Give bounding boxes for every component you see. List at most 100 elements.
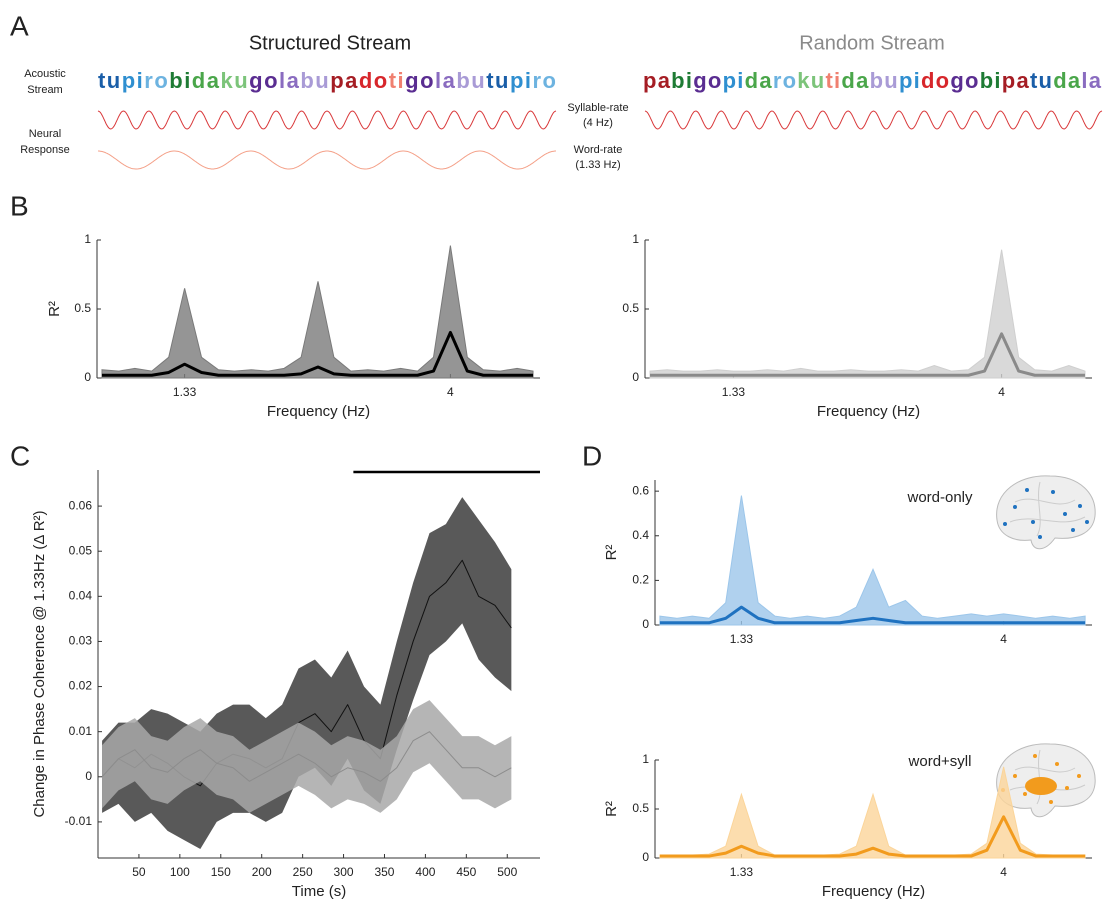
- x-tick-label: 450: [456, 865, 476, 879]
- syllable: ti: [389, 68, 404, 93]
- x-tick-label: 1.33: [173, 385, 197, 399]
- y-tick-label: 1: [84, 232, 91, 246]
- syllable: pi: [723, 68, 744, 93]
- syllable: da: [745, 68, 773, 93]
- syllable: bi: [671, 68, 692, 93]
- line: [659, 815, 1086, 858]
- syllable: la: [279, 68, 300, 93]
- syllable: go: [950, 68, 978, 93]
- syllable: ku: [797, 68, 824, 93]
- row-label: Response: [20, 144, 70, 156]
- rate-label: (1.33 Hz): [575, 159, 620, 171]
- x-tick-label: 100: [170, 865, 190, 879]
- line: [659, 605, 1086, 625]
- rate-label: Word-rate: [574, 144, 623, 156]
- y-tick-label: 1: [632, 232, 639, 246]
- y-tick-label: 0.01: [69, 724, 93, 738]
- panel-label: D: [582, 440, 602, 471]
- x-axis-label: Frequency (Hz): [267, 403, 370, 420]
- rate-label: Syllable-rate: [567, 102, 628, 114]
- syllable: tu: [98, 68, 120, 93]
- syllable: da: [841, 68, 869, 93]
- syllable: da: [1053, 68, 1081, 93]
- syllable: pa: [330, 68, 358, 93]
- y-tick-label: 0: [642, 850, 649, 864]
- x-tick-label: 250: [293, 865, 313, 879]
- stream-title: Structured Stream: [249, 32, 411, 54]
- y-tick-label: 0.04: [69, 588, 93, 602]
- y-tick-label: 0.4: [632, 528, 649, 542]
- syllable: do: [359, 68, 387, 93]
- y-tick-label: 0.5: [622, 301, 639, 315]
- area: [659, 495, 1086, 626]
- y-tick-label: 0: [85, 769, 92, 783]
- x-tick-label: 350: [374, 865, 394, 879]
- syllable: da: [192, 68, 220, 93]
- x-tick-label: 50: [132, 865, 146, 879]
- x-tick-label: 4: [1000, 632, 1007, 646]
- y-tick-label: 0: [632, 370, 639, 384]
- panel-label: A: [10, 10, 29, 41]
- confidence-band: [102, 700, 512, 813]
- y-tick-label: 0.5: [632, 801, 649, 815]
- y-tick-label: 0.05: [69, 543, 93, 557]
- y-tick-label: 0.03: [69, 634, 93, 648]
- y-tick-label: 1: [642, 752, 649, 766]
- panel-label: B: [10, 190, 29, 221]
- y-axis-label: Change in Phase Coherence @ 1.33Hz (Δ R²…: [31, 510, 48, 817]
- x-tick-label: 1.33: [722, 385, 746, 399]
- area: [649, 249, 1086, 379]
- x-tick-label: 1.33: [730, 865, 754, 879]
- y-tick-label: 0: [84, 370, 91, 384]
- x-tick-label: 300: [334, 865, 354, 879]
- y-axis-label: R²: [603, 545, 620, 561]
- syllable: tu: [486, 68, 508, 93]
- syllable: go: [405, 68, 433, 93]
- syllable: pi: [899, 68, 920, 93]
- brain-icon: [996, 475, 1096, 550]
- syllable: do: [921, 68, 949, 93]
- syllable: go: [249, 68, 277, 93]
- syllable: bu: [456, 68, 484, 93]
- syllable-wave: [97, 110, 557, 130]
- syllable: ku: [220, 68, 247, 93]
- syllable: la: [1081, 68, 1101, 93]
- y-tick-label: 0.02: [69, 679, 93, 693]
- syllable: bu: [870, 68, 898, 93]
- panel-label: C: [10, 440, 30, 471]
- y-tick-label: 0.6: [632, 483, 649, 497]
- y-axis-label: R²: [46, 301, 63, 317]
- annotation: word-only: [906, 489, 973, 506]
- brain-icon: [996, 743, 1096, 818]
- x-axis-label: Frequency (Hz): [817, 403, 920, 420]
- row-label: Neural: [29, 128, 61, 140]
- syllable: ro: [144, 68, 167, 93]
- syllable: pa: [643, 68, 671, 93]
- x-tick-label: 1.33: [730, 632, 754, 646]
- syllable: ro: [533, 68, 556, 93]
- line: [101, 731, 512, 782]
- x-tick-label: 400: [415, 865, 435, 879]
- row-label: Acoustic: [24, 68, 66, 80]
- area: [101, 245, 534, 379]
- stream-title: Random Stream: [799, 32, 945, 54]
- line: [650, 332, 1085, 377]
- x-axis-label: Frequency (Hz): [822, 883, 925, 900]
- y-tick-label: 0.06: [69, 498, 93, 512]
- x-tick-label: 150: [211, 865, 231, 879]
- syllable: go: [693, 68, 721, 93]
- x-tick-label: 4: [1000, 865, 1007, 879]
- y-tick-label: 0.5: [74, 301, 91, 315]
- x-tick-label: 200: [252, 865, 272, 879]
- y-axis-label: R²: [603, 801, 620, 817]
- syllable: ro: [773, 68, 796, 93]
- x-tick-label: 4: [447, 385, 454, 399]
- syllable: pi: [122, 68, 143, 93]
- x-axis-label: Time (s): [292, 883, 346, 900]
- row-label: Stream: [27, 84, 62, 96]
- line: [101, 330, 534, 377]
- y-tick-label: 0.2: [632, 573, 649, 587]
- syllable: bu: [300, 68, 328, 93]
- syllable: ti: [825, 68, 840, 93]
